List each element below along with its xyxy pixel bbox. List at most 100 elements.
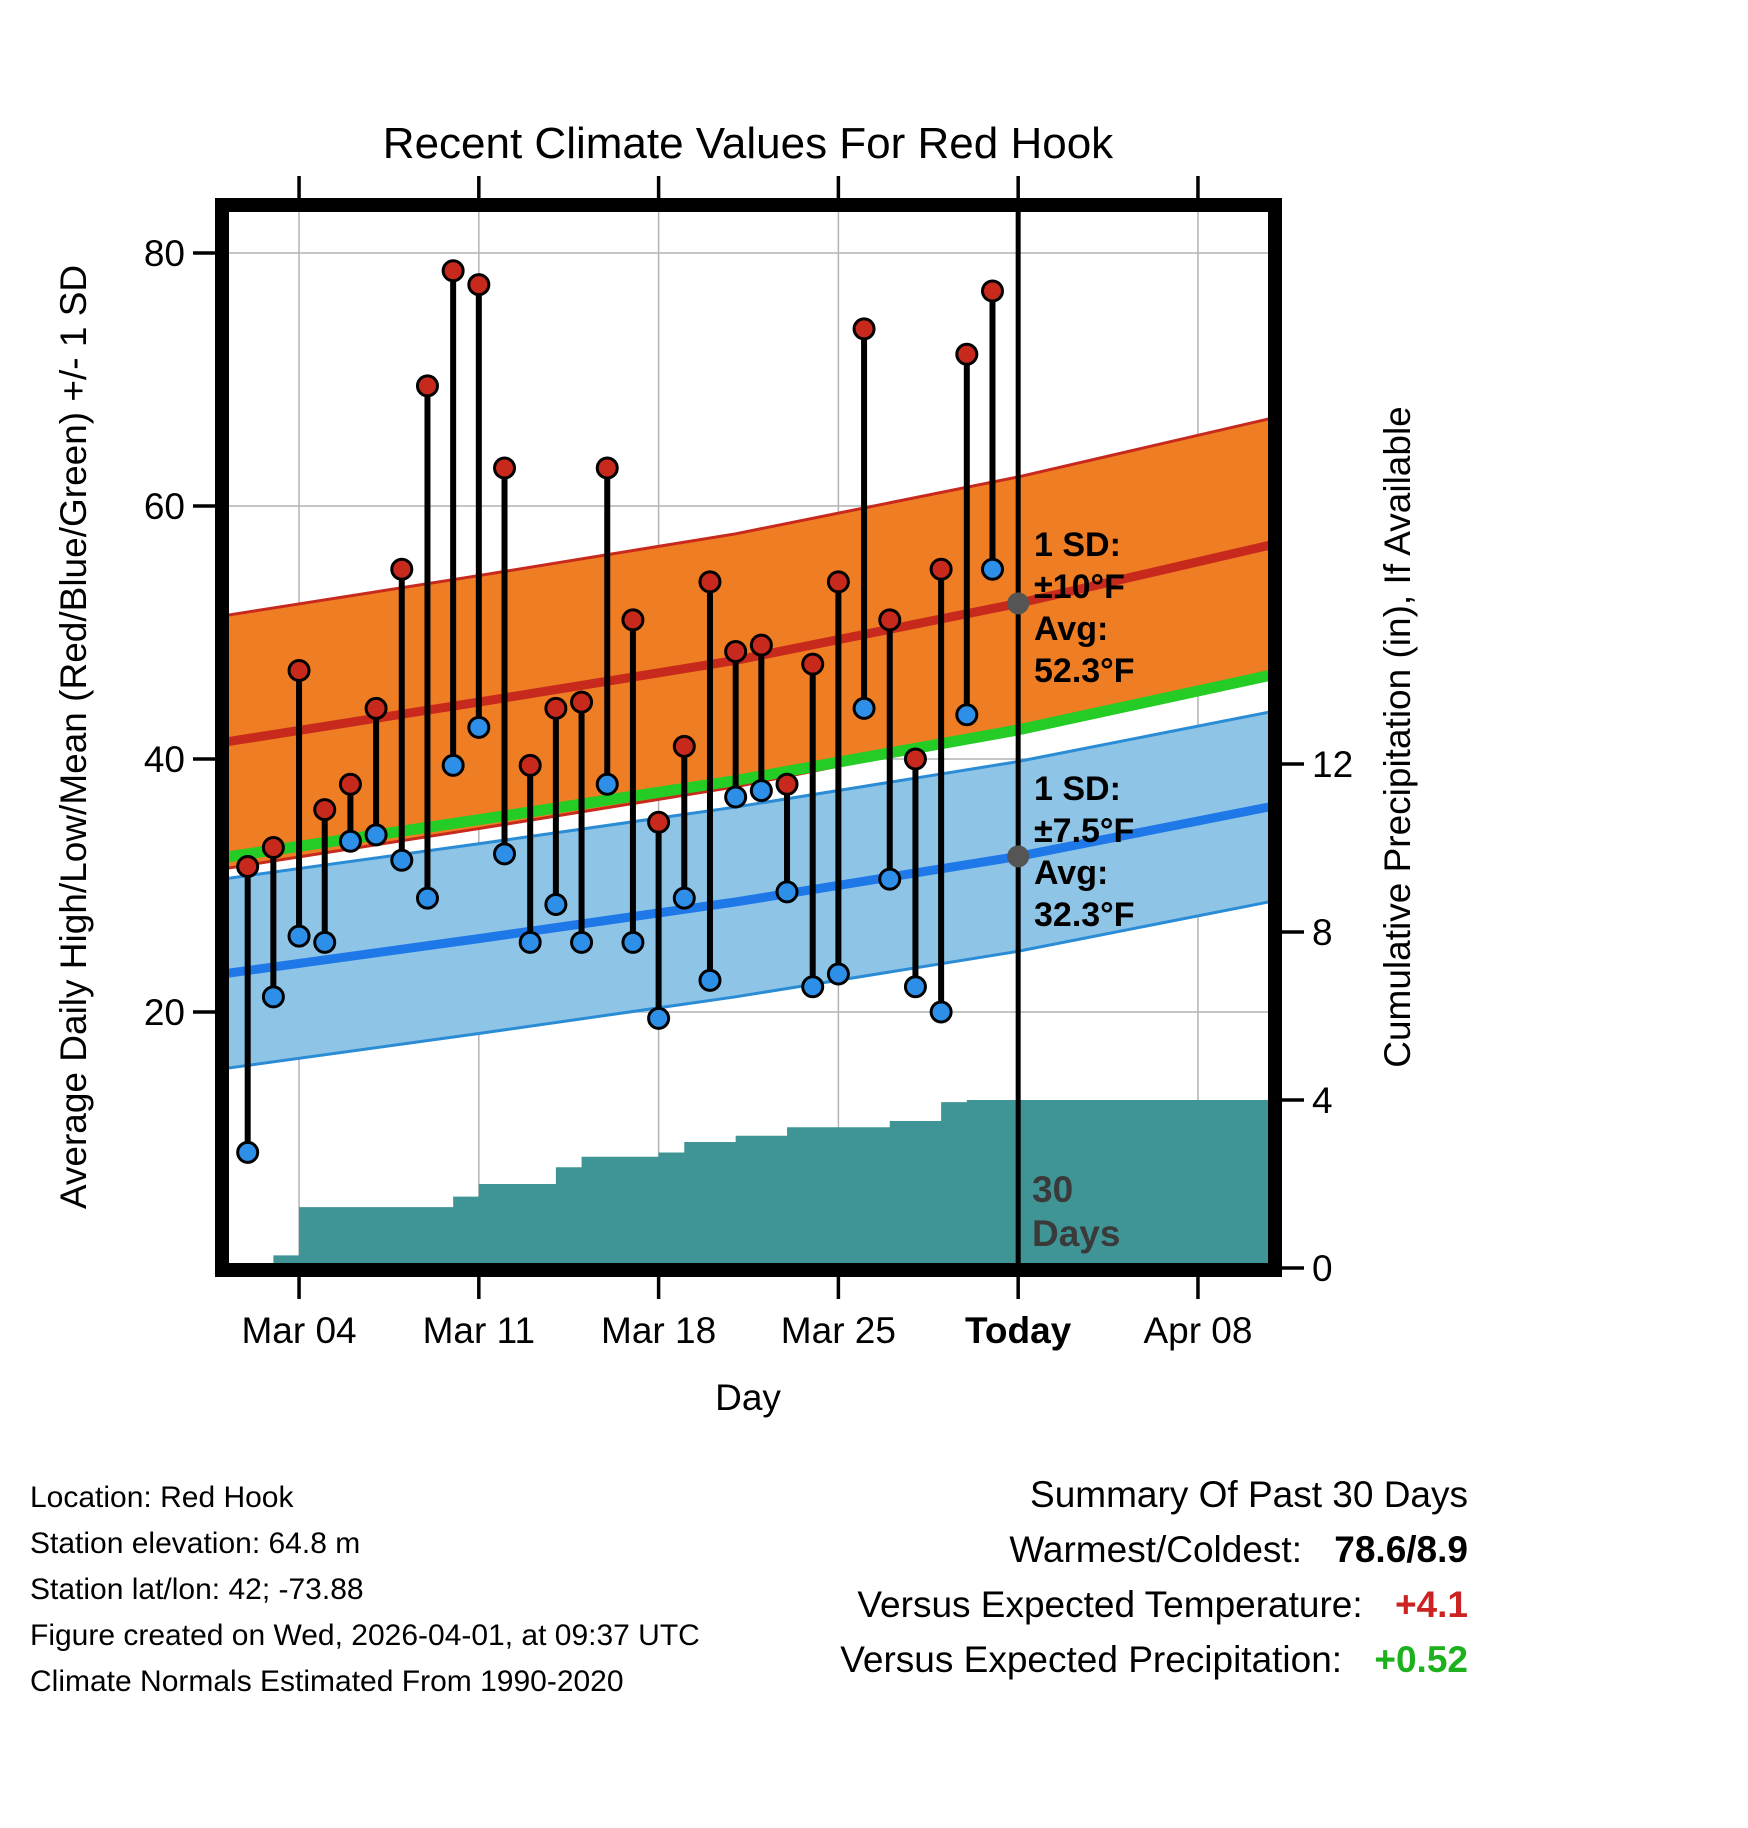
annotation-line: Days [1032, 1213, 1120, 1254]
precip-area [222, 1100, 1275, 1270]
y-left-tick-label: 80 [144, 233, 185, 274]
chart-title: Recent Climate Values For Red Hook [383, 119, 1114, 168]
high-sd-annotation: 1 SD: ±10°F Avg: 52.3°F [1034, 526, 1135, 690]
low-dot [929, 1000, 953, 1024]
high-dot [595, 456, 619, 480]
high-dot [903, 747, 927, 771]
daily-temp-stems [236, 259, 1004, 1164]
high-dot [415, 374, 439, 398]
x-tick-label: Mar 04 [241, 1310, 356, 1351]
high-dot [672, 734, 696, 758]
high-dot [518, 753, 542, 777]
plot-frame [215, 198, 1282, 1277]
low-dot [287, 924, 311, 948]
low-avg-marker [1007, 845, 1030, 868]
high-dot [467, 273, 491, 297]
summary-warmest-value: 78.6/8.9 [1334, 1529, 1468, 1570]
low-dot [980, 557, 1004, 581]
low-dot [749, 779, 773, 803]
annotation-line: 1 SD: [1034, 770, 1121, 808]
axis-tick-labels: 20 40 60 80 0 4 8 12 Mar 04 Mar 11 Mar 18 Mar 25 Tod… [144, 233, 1353, 1351]
summary-block: Summary Of Past 30 Days Warmest/Coldest:… [840, 1474, 1468, 1680]
low-dot [544, 892, 568, 916]
left-axis-label: Average Daily High/Low/Mean (Red/Blue/Gr… [53, 265, 94, 1209]
x-tick-label: Apr 08 [1143, 1310, 1252, 1351]
low-dot [236, 1140, 260, 1164]
x-axis-label: Day [715, 1377, 781, 1418]
annotation-line: 30 [1032, 1169, 1073, 1210]
annotation-line: Avg: [1034, 854, 1108, 892]
y-left-tick-label: 60 [144, 486, 185, 527]
high-dot [261, 836, 285, 860]
high-normal-band-edge [221, 415, 1276, 618]
low-dot [775, 880, 799, 904]
low-dot [672, 886, 696, 910]
high-dot [955, 342, 979, 366]
low-dot [313, 930, 337, 954]
annotation-line: 1 SD: [1034, 526, 1121, 564]
footer-location: Location: Red Hook [30, 1481, 294, 1514]
right-axis-label: Cumulative Precipitation (in), If Availa… [1377, 406, 1418, 1068]
low-dot [903, 975, 927, 999]
cumulative-precip-area [222, 1100, 1275, 1270]
thirty-days-annotation: 30 Days [1032, 1169, 1120, 1254]
high-dot [364, 696, 388, 720]
footer-info: Location: Red Hook Station elevation: 64… [30, 1481, 700, 1698]
low-dot [415, 886, 439, 910]
low-dot [724, 785, 748, 809]
high-dot [570, 690, 594, 714]
high-dot [980, 279, 1004, 303]
normal-bands [221, 415, 1277, 1071]
low-dot [878, 867, 902, 891]
low-sd-annotation: 1 SD: ±7.5°F Avg: 32.3°F [1034, 770, 1144, 934]
low-normal-band [222, 710, 1275, 1069]
low-dot [441, 753, 465, 777]
high-dot [544, 696, 568, 720]
low-dot [390, 848, 414, 872]
low-dot [647, 1006, 671, 1030]
summary-warmest-label: Warmest/Coldest: [1009, 1529, 1302, 1570]
y-right-tick-label: 0 [1312, 1248, 1333, 1289]
low-dot [801, 975, 825, 999]
low-dot [595, 772, 619, 796]
low-dot [826, 962, 850, 986]
annotation-line: ±7.5°F [1034, 812, 1134, 850]
x-tick-label: Today [965, 1310, 1072, 1351]
high-avg-marker [1007, 592, 1030, 615]
low-normal-line [221, 801, 1276, 979]
high-dot [338, 772, 362, 796]
summary-precip-label: Versus Expected Precipitation: [840, 1639, 1342, 1680]
low-dot [852, 696, 876, 720]
annotation-line: Avg: [1034, 610, 1108, 648]
high-dot [826, 570, 850, 594]
annotation-line: 32.3°F [1034, 896, 1135, 934]
low-dot [621, 930, 645, 954]
high-dot [390, 557, 414, 581]
footer-elevation: Station elevation: 64.8 m [30, 1527, 360, 1560]
x-tick-label: Mar 18 [601, 1310, 716, 1351]
high-dot [313, 798, 337, 822]
annotation-line: 52.3°F [1034, 652, 1135, 690]
high-dot [775, 772, 799, 796]
high-dot [621, 608, 645, 632]
low-dot [364, 823, 388, 847]
low-dot [261, 985, 285, 1009]
low-dot [518, 930, 542, 954]
y-right-tick-label: 4 [1312, 1080, 1333, 1121]
summary-precip-value: +0.52 [1374, 1639, 1468, 1680]
high-dot [236, 855, 260, 879]
avg-markers [1007, 592, 1030, 868]
low-dot [467, 715, 491, 739]
low-dot [570, 930, 594, 954]
low-normal-band-edge [221, 899, 1276, 1071]
x-tick-label: Mar 11 [423, 1310, 535, 1351]
high-dot [724, 639, 748, 663]
high-dot [493, 456, 517, 480]
summary-temp-value: +4.1 [1395, 1584, 1468, 1625]
summary-warmest-coldest: Warmest/Coldest: 78.6/8.9 [1009, 1529, 1468, 1570]
y-left-tick-label: 20 [144, 992, 185, 1033]
low-dot [698, 968, 722, 992]
summary-temp-label: Versus Expected Temperature: [857, 1584, 1362, 1625]
high-dot [441, 259, 465, 283]
